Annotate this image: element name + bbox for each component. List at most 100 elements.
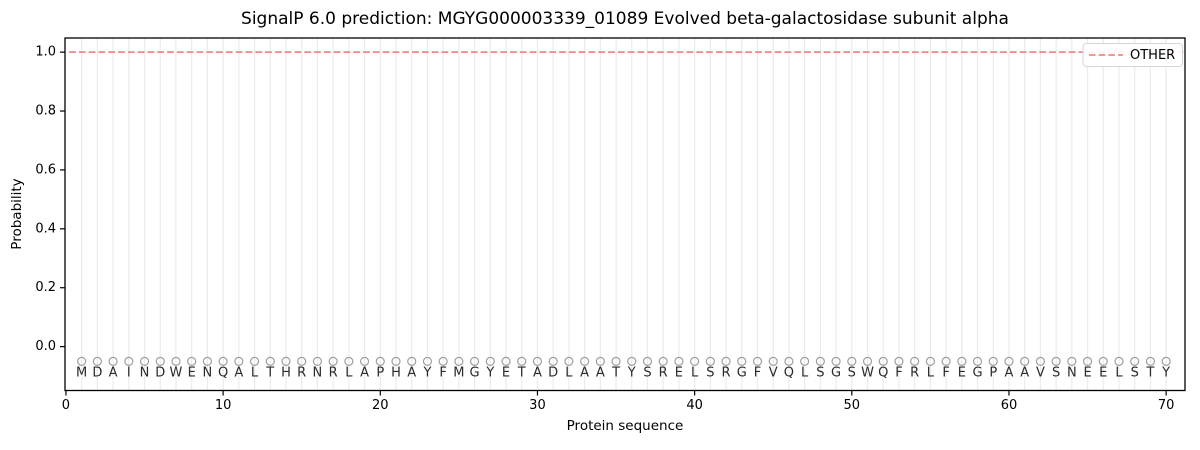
- residue-letter: Q: [218, 366, 228, 381]
- residue-letter: M: [453, 366, 464, 381]
- residue-marker: [705, 356, 715, 366]
- residue-letter: P: [989, 366, 997, 381]
- residue-letter: E: [958, 366, 966, 381]
- legend-label-other: OTHER: [1130, 48, 1175, 63]
- residue-letter: L: [927, 366, 935, 381]
- residue-letter: A: [533, 366, 542, 381]
- residue-letter: A: [360, 366, 369, 381]
- residue-marker: [957, 356, 967, 366]
- residue-marker: [1130, 356, 1140, 366]
- residue-marker: [737, 356, 747, 366]
- residue-marker: [752, 356, 763, 366]
- residue-marker: [611, 356, 621, 366]
- residue-marker: [171, 356, 181, 366]
- x-tick-label: 70: [1158, 398, 1175, 413]
- residue-letter: Y: [485, 366, 494, 381]
- residue-marker: [910, 356, 920, 366]
- residue-marker: [1035, 356, 1046, 366]
- residue-marker: [328, 356, 338, 366]
- residue-marker: [501, 356, 511, 366]
- residue-marker: [485, 356, 495, 366]
- residue-marker: [1004, 356, 1014, 366]
- residue-letter: T: [611, 366, 620, 381]
- residue-marker: [312, 356, 323, 366]
- residue-letter: G: [470, 366, 480, 381]
- residue-marker: [391, 356, 401, 366]
- residue-letter: F: [439, 366, 446, 381]
- residue-letter: M: [76, 366, 87, 381]
- residue-letter: E: [502, 366, 510, 381]
- residue-letter: S: [848, 366, 856, 381]
- residue-marker: [517, 356, 527, 366]
- residue-marker: [831, 356, 841, 366]
- residue-letter: T: [265, 366, 274, 381]
- x-tick-label: 20: [372, 398, 389, 413]
- residue-marker: [925, 356, 935, 366]
- plot-frame: [64, 37, 1186, 392]
- residue-marker: [768, 356, 778, 366]
- residue-marker: [249, 356, 260, 366]
- residue-letter: Y: [627, 366, 636, 381]
- residue-marker: [595, 356, 605, 366]
- residue-letter: R: [910, 366, 919, 381]
- y-tick-label: 0.4: [35, 221, 56, 236]
- residue-letter: P: [376, 366, 384, 381]
- residue-marker: [344, 356, 354, 366]
- residue-marker: [234, 356, 244, 366]
- residue-letter: G: [831, 366, 841, 381]
- residue-letter: T: [517, 366, 526, 381]
- residue-marker: [202, 356, 212, 366]
- residue-letter: D: [92, 366, 102, 381]
- residue-marker: [265, 356, 275, 366]
- residue-letter: Q: [878, 366, 888, 381]
- residue-letter: L: [691, 366, 699, 381]
- residue-letter: G: [972, 366, 982, 381]
- residue-marker: [548, 356, 558, 366]
- residue-letter: R: [329, 366, 338, 381]
- residue-marker: [297, 356, 307, 366]
- residue-marker: [894, 356, 904, 366]
- plot-title: SignalP 6.0 prediction: MGYG000003339_01…: [241, 9, 1009, 29]
- residue-letter: A: [407, 366, 416, 381]
- residue-letter: T: [1145, 366, 1154, 381]
- residue-marker: [878, 356, 888, 366]
- y-tick-label: 0.8: [35, 104, 56, 119]
- residue-marker: [580, 356, 590, 366]
- residue-letter: A: [580, 366, 589, 381]
- residue-letter: R: [297, 366, 306, 381]
- residue-letter: R: [722, 366, 731, 381]
- residue-marker: [721, 356, 731, 366]
- residue-marker: [155, 356, 165, 366]
- x-tick-label: 60: [1001, 398, 1018, 413]
- residue-letter: E: [675, 366, 683, 381]
- residue-letter: S: [1052, 366, 1060, 381]
- residue-letter: A: [234, 366, 243, 381]
- residue-letter: E: [1083, 366, 1091, 381]
- residue-letter: V: [1036, 366, 1045, 381]
- y-tick-label: 1.0: [35, 45, 56, 60]
- residue-marker: [941, 356, 951, 366]
- residue-marker: [281, 356, 291, 366]
- residue-marker: [375, 356, 385, 366]
- residue-letter: A: [1005, 366, 1014, 381]
- residue-letter: N: [313, 366, 323, 381]
- residue-marker: [469, 356, 480, 366]
- residue-letter: N: [1067, 366, 1077, 381]
- residue-letter: L: [801, 366, 809, 381]
- residue-marker: [862, 356, 873, 366]
- residue-letter: A: [1020, 366, 1029, 381]
- residue-marker: [1145, 356, 1156, 366]
- x-tick-label: 0: [62, 398, 70, 413]
- residue-letter: S: [643, 366, 651, 381]
- residue-marker: [988, 356, 998, 366]
- residue-marker: [690, 356, 700, 366]
- residue-marker: [77, 356, 87, 366]
- residue-letter: Y: [1161, 366, 1170, 381]
- residue-letter: W: [861, 366, 874, 381]
- residue-letter: S: [816, 366, 824, 381]
- y-tick-label: 0.0: [35, 339, 56, 354]
- residue-letter: F: [754, 366, 761, 381]
- residue-marker: [815, 356, 825, 366]
- residue-marker: [1161, 356, 1171, 366]
